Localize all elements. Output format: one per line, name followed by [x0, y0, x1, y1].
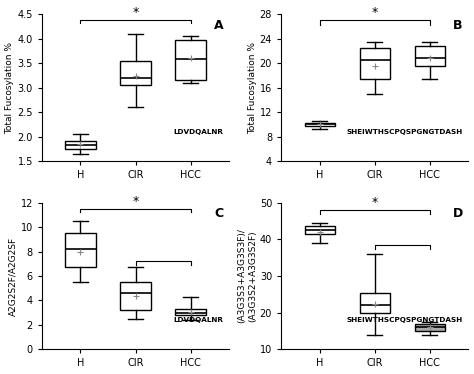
PathPatch shape	[415, 46, 445, 66]
Text: A: A	[214, 19, 224, 32]
Text: *: *	[132, 6, 139, 19]
PathPatch shape	[120, 282, 151, 310]
Y-axis label: Total Fucosylation %: Total Fucosylation %	[248, 42, 257, 134]
PathPatch shape	[120, 61, 151, 85]
PathPatch shape	[415, 324, 445, 331]
Y-axis label: A2G2S2F/A2G2SF: A2G2S2F/A2G2SF	[9, 236, 18, 316]
PathPatch shape	[360, 292, 390, 313]
Text: *: *	[372, 196, 378, 209]
Text: LDVDQALNR: LDVDQALNR	[173, 317, 224, 323]
Text: B: B	[453, 19, 463, 32]
PathPatch shape	[304, 123, 335, 126]
PathPatch shape	[304, 227, 335, 234]
PathPatch shape	[175, 309, 206, 315]
Text: *: *	[372, 6, 378, 19]
Text: *: *	[132, 194, 139, 208]
Text: LDVDQALNR: LDVDQALNR	[173, 129, 224, 135]
Text: SHEIWTHSCPQSPGNGTDASH: SHEIWTHSCPQSPGNGTDASH	[346, 317, 463, 323]
Text: C: C	[214, 207, 224, 220]
Y-axis label: Total Fucosylation %: Total Fucosylation %	[6, 42, 15, 134]
PathPatch shape	[175, 40, 206, 80]
PathPatch shape	[65, 233, 96, 267]
Text: D: D	[453, 207, 463, 220]
PathPatch shape	[360, 48, 390, 79]
PathPatch shape	[65, 141, 96, 149]
Text: SHEIWTHSCPQSPGNGTDASH: SHEIWTHSCPQSPGNGTDASH	[346, 129, 463, 135]
Y-axis label: (A3G3S3+A3G3S3F)/
(A3G3S2+A3G3S2F): (A3G3S3+A3G3S3F)/ (A3G3S2+A3G3S2F)	[237, 229, 257, 324]
